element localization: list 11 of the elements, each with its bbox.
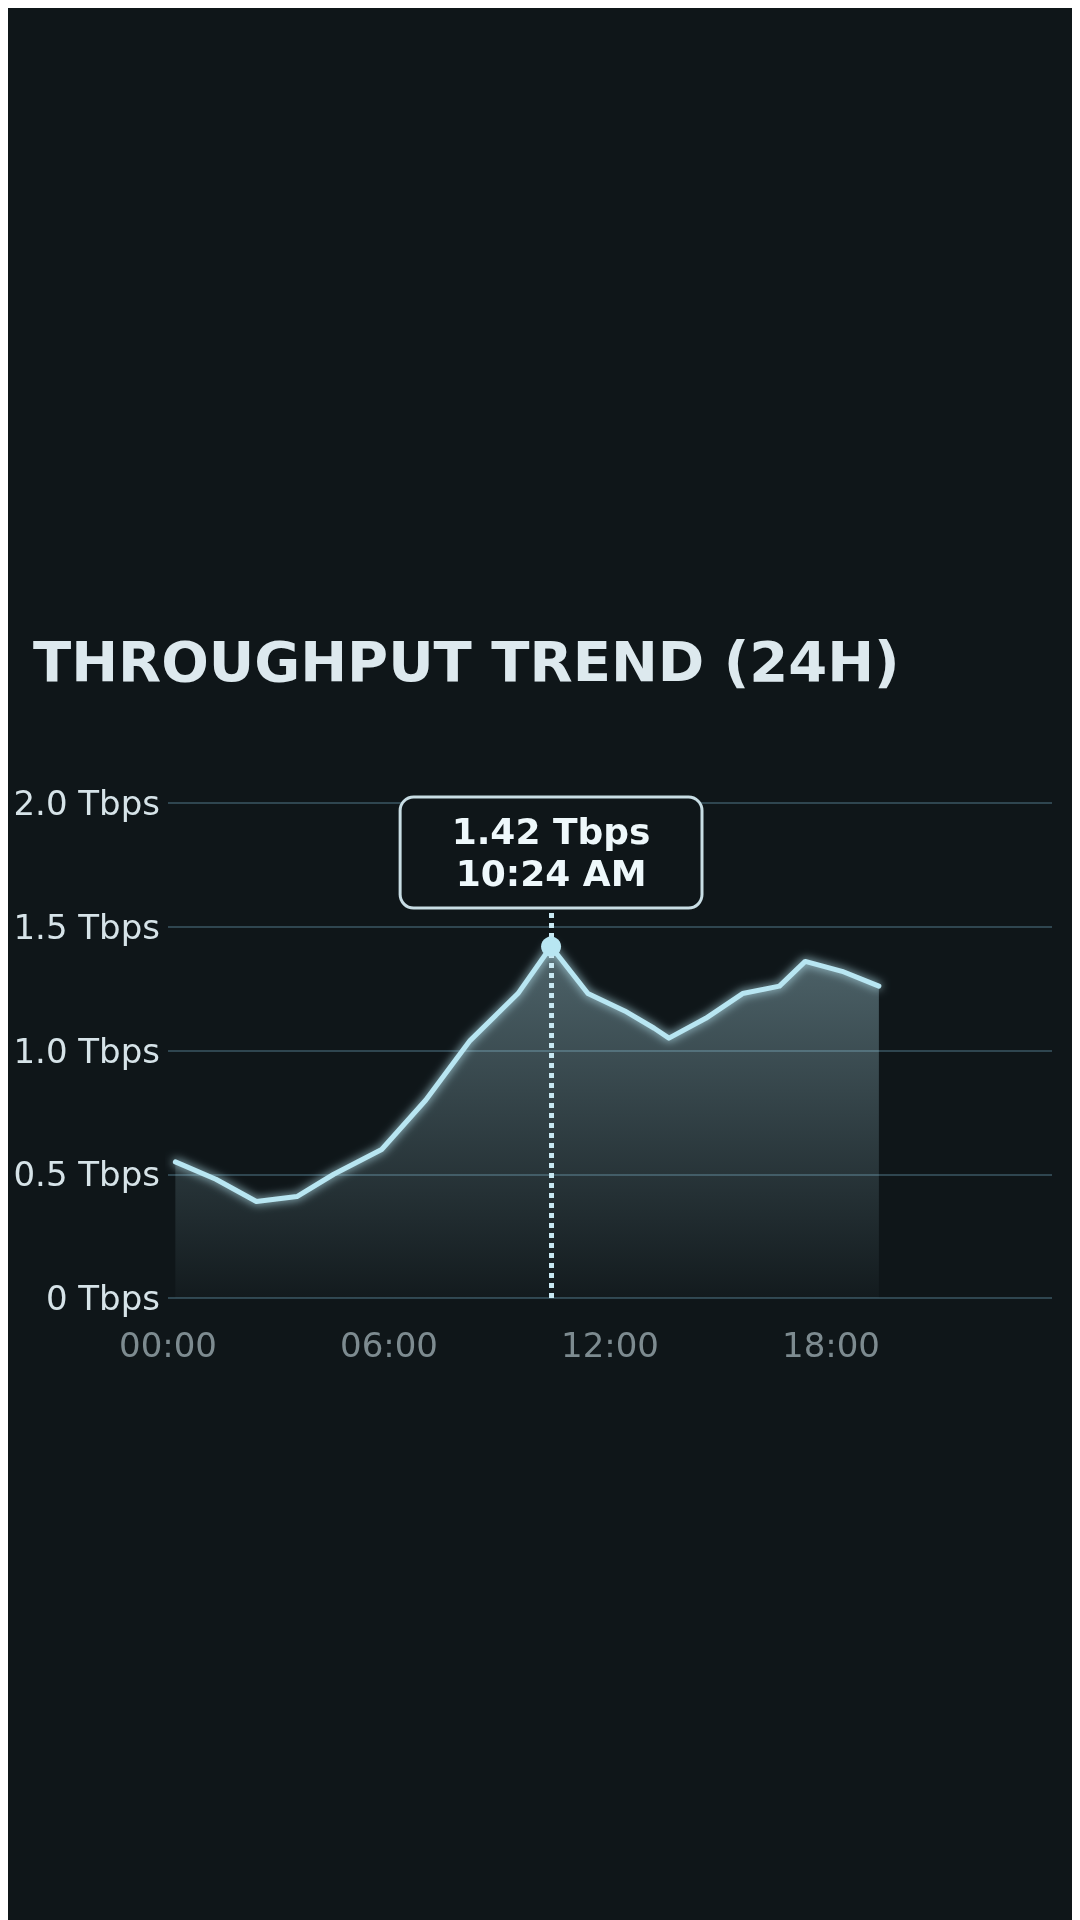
- x-tick-label: 06:00: [340, 1325, 438, 1365]
- x-tick-label: 00:00: [119, 1325, 217, 1365]
- y-tick-label: 1.5 Tbps: [13, 906, 160, 947]
- chart-title: THROUGHPUT TREND (24H): [33, 628, 900, 694]
- y-tick-label: 0 Tbps: [45, 1278, 160, 1318]
- x-tick-label: 12:00: [561, 1325, 659, 1365]
- y-tick-label: 1.0 Tbps: [13, 1030, 160, 1071]
- x-tick-label: 18:00: [782, 1325, 880, 1365]
- annotation: 1.42 Tbps 10:24 AM: [451, 811, 651, 895]
- y-tick-label: 0.5 Tbps: [13, 1154, 160, 1195]
- y-tick-label: 2.0 Tbps: [13, 783, 160, 823]
